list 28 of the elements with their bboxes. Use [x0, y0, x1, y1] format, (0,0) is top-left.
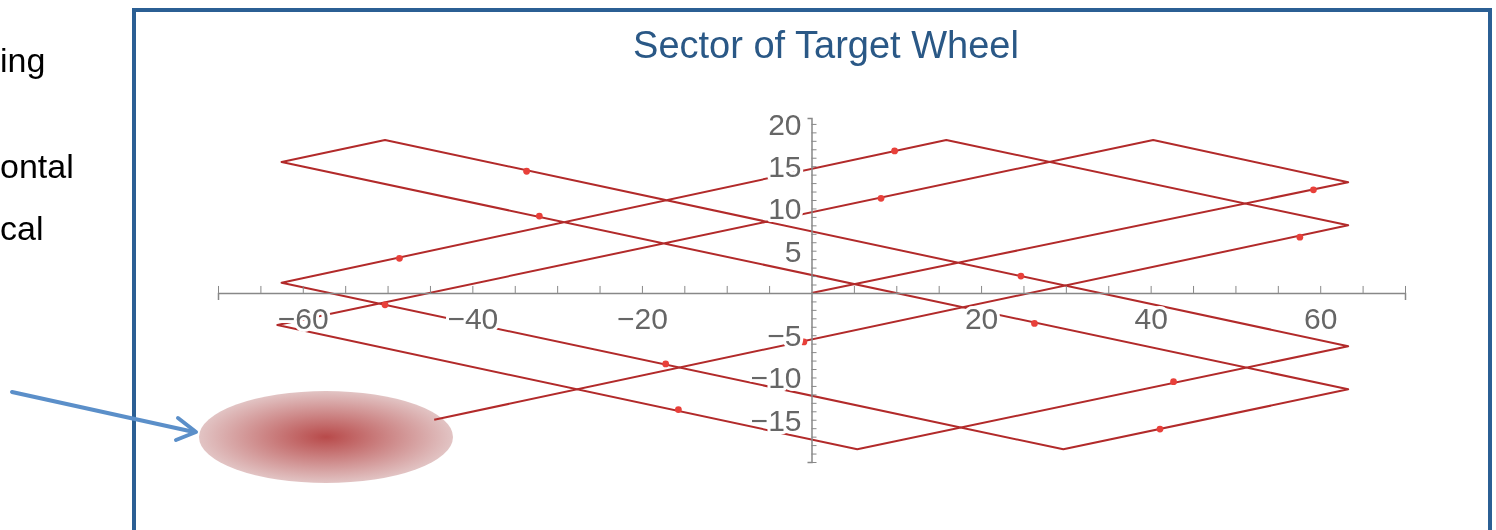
x-tick-label: 60 [1304, 302, 1338, 336]
text: ing [0, 41, 46, 79]
point [1296, 233, 1304, 241]
point [662, 360, 670, 368]
point [396, 254, 403, 262]
point [1156, 425, 1164, 433]
chart-title: Sector of Target Wheel [633, 24, 1019, 66]
x-tick-label: 20 [964, 302, 999, 336]
point [891, 147, 898, 155]
point [1031, 320, 1038, 327]
text: cal [0, 209, 44, 247]
line-series [276, 138, 1350, 451]
y-tick-label: 20 [768, 107, 802, 141]
point [535, 212, 543, 220]
point [1170, 378, 1177, 386]
y-tick-label: −10 [750, 361, 802, 395]
text: ontal [0, 147, 74, 185]
y-tick-label: −15 [750, 403, 802, 437]
point [523, 167, 530, 175]
point [877, 194, 885, 202]
y-tick-label: −5 [767, 319, 802, 353]
point [1017, 272, 1025, 280]
point [381, 301, 389, 309]
point [675, 406, 682, 413]
y-tick-label: 5 [784, 234, 802, 268]
point [1310, 186, 1317, 194]
x-tick-label: −20 [616, 302, 668, 336]
x-tick-label: 40 [1134, 302, 1168, 336]
